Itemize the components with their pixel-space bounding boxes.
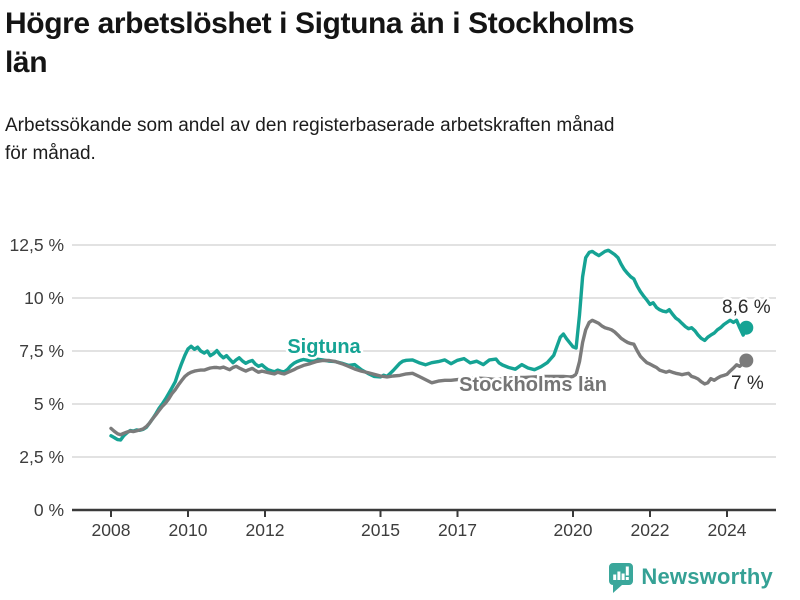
end-value-sigtuna: 8,6 %: [722, 297, 771, 318]
logo-exclamation-dot: [626, 577, 630, 580]
x-tick-label: 2015: [361, 520, 400, 540]
x-tick-label: 2022: [631, 520, 670, 540]
page-title-line-1: Högre arbetslöshet i Sigtuna än i Stockh…: [5, 7, 635, 40]
stockholm-end-dot: [739, 353, 754, 368]
y-tick-label: 10 %: [24, 288, 64, 308]
x-tick-label: 2024: [708, 520, 747, 540]
y-tick-label: 0 %: [34, 500, 64, 520]
sigtuna-end-dot: [739, 320, 754, 335]
y-tick-label: 2,5 %: [19, 447, 64, 467]
end-value-stockholm: 7 %: [731, 373, 764, 394]
brand-name: Newsworthy: [641, 564, 773, 589]
x-tick-label: 2012: [246, 520, 285, 540]
x-tick-label: 2010: [169, 520, 208, 540]
newsworthy-logo-icon: [609, 563, 634, 593]
logo-bar-2: [617, 571, 621, 580]
stockholm-line: [109, 318, 748, 437]
logo-speech-bubble: [609, 563, 634, 593]
sigtuna-line: [109, 248, 748, 442]
page-title-line-2: län: [5, 46, 48, 79]
x-tick-label: 2017: [438, 520, 477, 540]
y-tick-label: 5 %: [34, 394, 64, 414]
chart-subtitle: Arbetssökande som andel av den registerb…: [5, 112, 785, 168]
chart-subtitle-line-1: Arbetssökande som andel av den registerb…: [5, 115, 615, 136]
page-title: Högre arbetslöshet i Sigtuna än i Stockh…: [5, 4, 793, 82]
series-label-stockholm: Stockholms län: [459, 374, 607, 396]
x-tick-label: 2008: [92, 520, 131, 540]
logo-bar-3: [622, 573, 626, 580]
y-tick-label: 12,5 %: [10, 235, 64, 255]
brand-footer: Newsworthy: [607, 561, 773, 593]
logo-bar-1: [613, 574, 617, 580]
logo-exclamation-bar: [626, 566, 630, 576]
y-tick-label: 7,5 %: [19, 341, 64, 361]
chart-subtitle-line-2: för månad.: [5, 143, 96, 164]
series-label-sigtuna: Sigtuna: [287, 336, 361, 358]
x-tick-label: 2020: [554, 520, 593, 540]
